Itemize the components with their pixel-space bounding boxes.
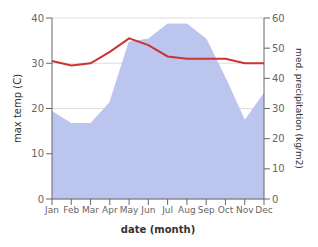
svg-text:max temp (C): max temp (C) [12, 74, 23, 143]
svg-text:date (month): date (month) [121, 224, 195, 235]
svg-text:Mar: Mar [82, 205, 99, 215]
svg-text:10: 10 [31, 148, 44, 159]
svg-text:10: 10 [272, 163, 285, 174]
svg-text:20: 20 [272, 133, 285, 144]
svg-text:Oct: Oct [218, 205, 234, 215]
svg-text:med. precipitation (kg/m2): med. precipitation (kg/m2) [294, 48, 304, 169]
svg-text:Jan: Jan [44, 205, 59, 215]
svg-text:Nov: Nov [236, 205, 254, 215]
svg-text:Jul: Jul [161, 205, 173, 215]
svg-text:0: 0 [38, 194, 44, 205]
svg-text:30: 30 [272, 103, 285, 114]
svg-text:40: 40 [31, 13, 44, 24]
svg-text:May: May [120, 205, 139, 215]
svg-text:30: 30 [31, 58, 44, 69]
svg-text:Jun: Jun [140, 205, 155, 215]
svg-text:0: 0 [272, 194, 278, 205]
svg-text:40: 40 [272, 73, 285, 84]
svg-text:50: 50 [272, 43, 285, 54]
svg-text:Sep: Sep [198, 205, 215, 215]
svg-text:Feb: Feb [63, 205, 79, 215]
svg-text:Aug: Aug [178, 205, 196, 215]
svg-text:60: 60 [272, 13, 285, 24]
svg-text:Apr: Apr [102, 205, 118, 215]
svg-text:20: 20 [31, 103, 44, 114]
svg-text:Dec: Dec [255, 205, 272, 215]
